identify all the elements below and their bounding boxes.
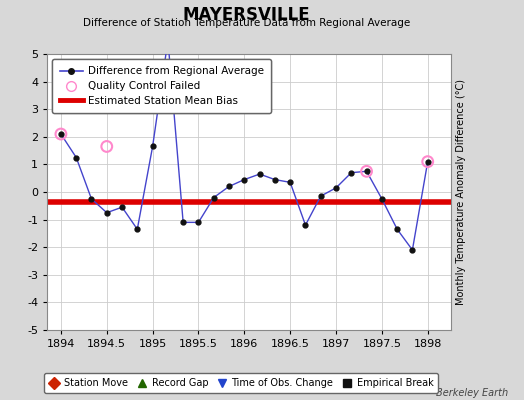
Point	[57, 131, 65, 137]
Legend: Difference from Regional Average, Quality Control Failed, Estimated Station Mean: Difference from Regional Average, Qualit…	[52, 59, 271, 113]
Y-axis label: Monthly Temperature Anomaly Difference (°C): Monthly Temperature Anomaly Difference (…	[456, 79, 466, 305]
Legend: Station Move, Record Gap, Time of Obs. Change, Empirical Break: Station Move, Record Gap, Time of Obs. C…	[44, 374, 438, 393]
Text: MAYERSVILLE: MAYERSVILLE	[182, 6, 310, 24]
Point	[103, 143, 111, 150]
Text: Berkeley Earth: Berkeley Earth	[436, 388, 508, 398]
Text: Difference of Station Temperature Data from Regional Average: Difference of Station Temperature Data f…	[83, 18, 410, 28]
Point	[363, 168, 371, 174]
Point	[423, 158, 432, 165]
